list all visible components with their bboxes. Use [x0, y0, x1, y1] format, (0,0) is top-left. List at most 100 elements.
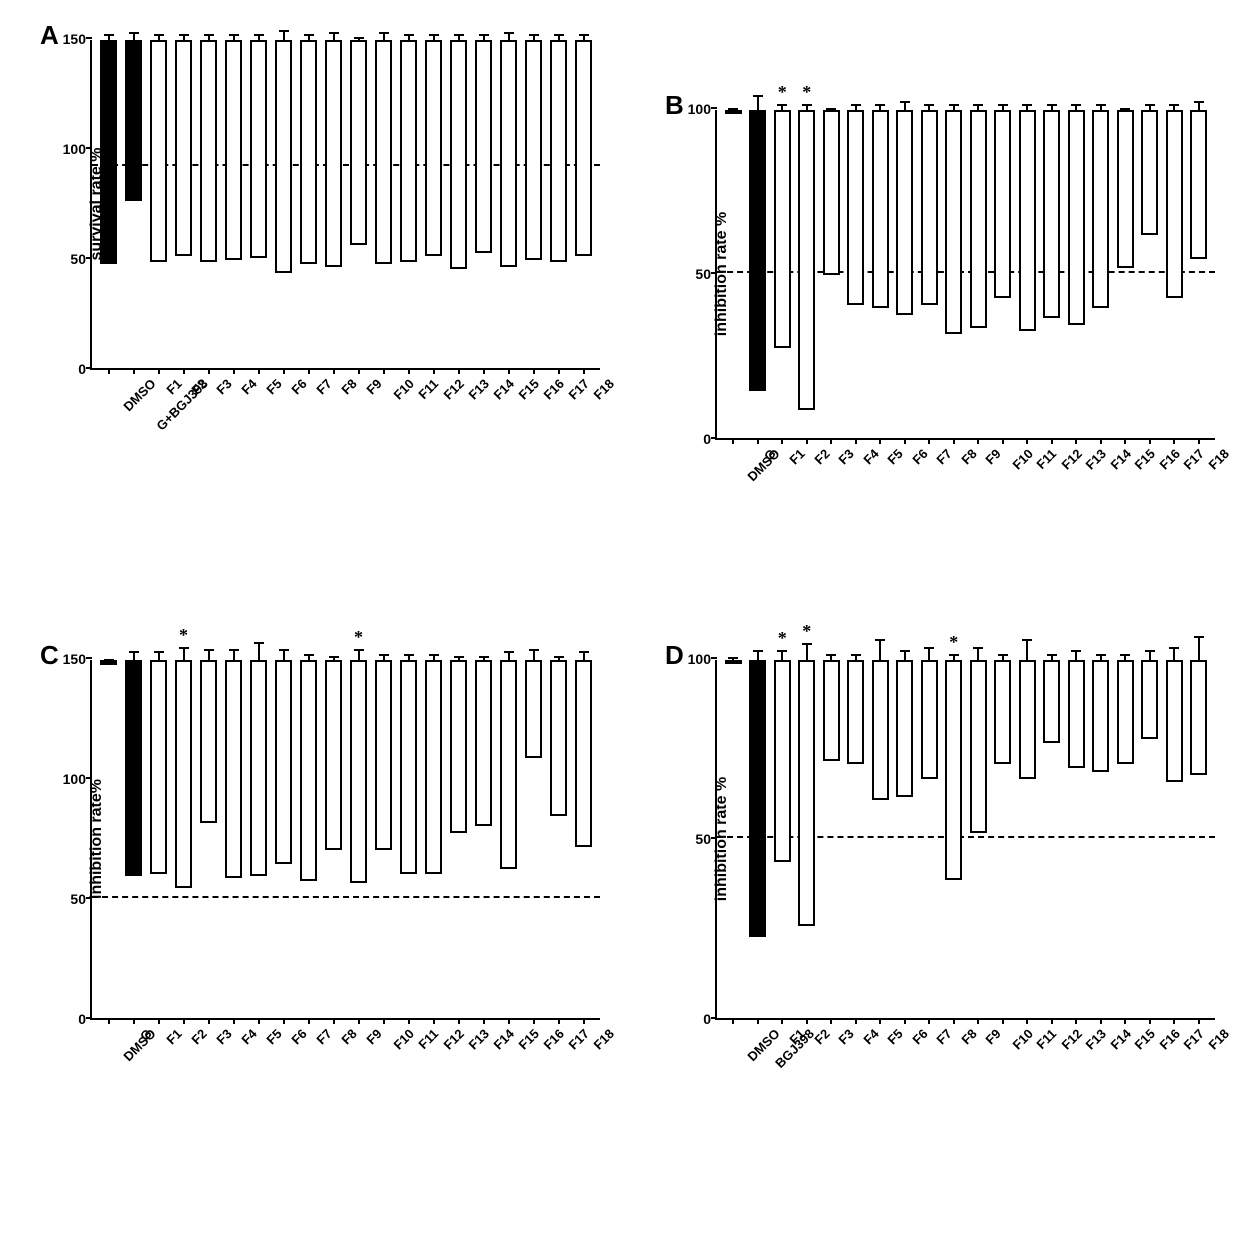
bars-container: ** [92, 660, 600, 1018]
bar-slot: * [346, 660, 371, 1018]
x-label-F2: F2 [811, 446, 832, 467]
error-cap [329, 656, 339, 658]
bar-F8 [325, 660, 343, 850]
bar-F3 [200, 660, 218, 823]
x-tick-mark [508, 368, 510, 374]
bar-slot [446, 660, 471, 1018]
bar-slot [421, 40, 446, 368]
bar-F7 [300, 660, 318, 881]
error-bar [1173, 105, 1175, 112]
x-tick-mark [133, 368, 135, 374]
x-label-F8: F8 [958, 1026, 979, 1047]
x-tick-mark [1051, 438, 1053, 444]
x-tick-mark [483, 368, 485, 374]
x-label-F17: F17 [1181, 1026, 1207, 1052]
bar-slot [1113, 660, 1138, 1018]
error-bar [904, 651, 906, 662]
x-tick-mark [1149, 1018, 1151, 1024]
x-tick-mark [233, 1018, 235, 1024]
x-label-F11: F11 [1034, 1026, 1060, 1052]
error-bar [1100, 655, 1102, 662]
x-label-F15: F15 [515, 1026, 541, 1052]
x-tick-mark [183, 1018, 185, 1024]
error-cap [1145, 650, 1155, 652]
error-cap [154, 651, 164, 653]
x-tick-mark [258, 368, 260, 374]
x-tick-mark [1002, 438, 1004, 444]
x-label-F6: F6 [909, 446, 930, 467]
error-bar [233, 35, 235, 42]
bar-slot [844, 110, 869, 438]
error-bar [806, 105, 808, 112]
bar-F9 [970, 660, 987, 833]
bar-slot [96, 40, 121, 368]
x-tick-mark [732, 1018, 734, 1024]
bar-F13 [1068, 110, 1085, 325]
bar-slot [271, 660, 296, 1018]
error-bar [977, 105, 979, 112]
x-label-F3: F3 [213, 1026, 234, 1047]
error-bar [757, 651, 759, 662]
x-label-F4: F4 [860, 446, 881, 467]
x-label-F18: F18 [1205, 1026, 1231, 1052]
bar-slot [1015, 660, 1040, 1018]
error-bar [732, 109, 734, 112]
error-bar [977, 648, 979, 662]
error-cap [379, 654, 389, 656]
bar-F10 [994, 110, 1011, 298]
bar-slot [819, 660, 844, 1018]
x-tick-mark [558, 1018, 560, 1024]
bar-slot [1064, 660, 1089, 1018]
x-label-F1: F1 [787, 446, 808, 467]
bar-F18 [575, 40, 593, 256]
error-cap [1047, 104, 1057, 106]
bars-container [92, 40, 600, 368]
x-tick-mark [1075, 1018, 1077, 1024]
error-bar [208, 35, 210, 42]
error-cap [104, 659, 114, 661]
x-label-F15: F15 [1132, 446, 1158, 472]
error-cap [279, 30, 289, 32]
error-cap [998, 104, 1008, 106]
x-label-F15: F15 [515, 376, 541, 402]
x-label-F1: F1 [163, 1026, 184, 1047]
x-tick-mark [855, 438, 857, 444]
bar-slot [146, 660, 171, 1018]
bar-slot [146, 40, 171, 368]
x-label-F3: F3 [836, 1026, 857, 1047]
error-bar [508, 33, 510, 42]
error-cap [554, 656, 564, 658]
x-tick-mark [1198, 438, 1200, 444]
plot-area-D: 050100inhibition rate %***DMSOBGJ398F1F2… [715, 660, 1215, 1020]
x-label-F9: F9 [363, 376, 384, 397]
bar-F13 [1068, 660, 1085, 768]
error-cap [479, 656, 489, 658]
bar-F9 [970, 110, 987, 328]
bar-slot [868, 660, 893, 1018]
x-tick-mark [732, 438, 734, 444]
bar-G [125, 660, 143, 876]
error-bar [781, 651, 783, 662]
error-bar [308, 655, 310, 662]
error-cap [1145, 104, 1155, 106]
panel-A: A050100150survival rate %DMSOG+BGJ398F1F… [20, 20, 620, 440]
x-label-F8: F8 [338, 1026, 359, 1047]
error-cap [454, 34, 464, 36]
x-label-F13: F13 [1083, 1026, 1109, 1052]
error-bar [1149, 105, 1151, 112]
x-label-F7: F7 [313, 1026, 334, 1047]
bar-slot [1138, 110, 1163, 438]
bar-F1: * [774, 660, 791, 862]
x-label-F11: F11 [1034, 446, 1060, 472]
bar-slot [371, 660, 396, 1018]
x-tick-mark [830, 438, 832, 444]
x-tick-mark [953, 1018, 955, 1024]
bar-slot [496, 660, 521, 1018]
x-tick-mark [1051, 1018, 1053, 1024]
error-bar [108, 35, 110, 42]
x-tick-mark [781, 1018, 783, 1024]
x-tick-mark [333, 368, 335, 374]
error-cap [753, 650, 763, 652]
bar-BGJ398 [749, 660, 766, 937]
error-cap [254, 34, 264, 36]
